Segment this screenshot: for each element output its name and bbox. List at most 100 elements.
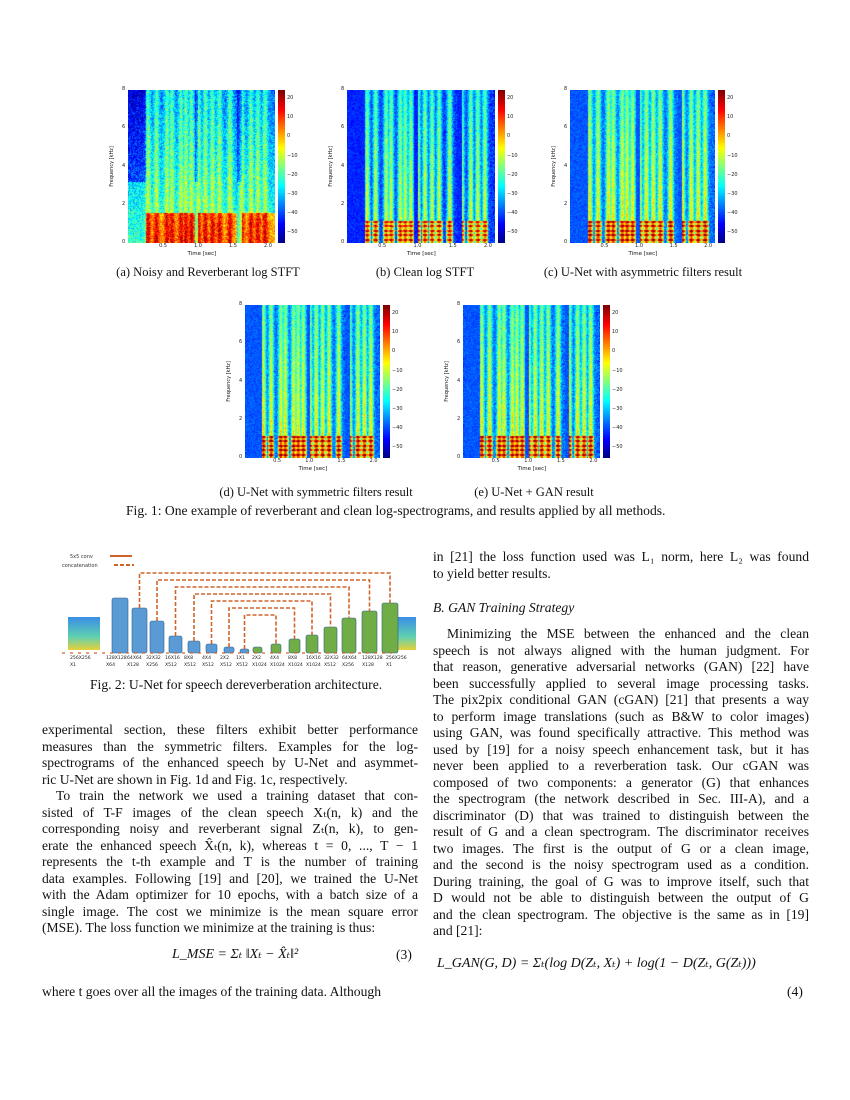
colorbar-tick: 0 bbox=[612, 348, 616, 355]
x-tick: 2.0 bbox=[264, 243, 272, 249]
right-column-text: Minimizing the MSE between the enhanced … bbox=[433, 626, 809, 940]
colorbar bbox=[603, 305, 610, 458]
colorbar-tick: −50 bbox=[392, 444, 403, 451]
x-tick: 1.0 bbox=[524, 458, 533, 464]
encoder-block bbox=[131, 607, 148, 654]
text-line: data examples. Following [19] and [20], … bbox=[42, 870, 418, 886]
layer-size-label: 1X1 bbox=[236, 655, 245, 661]
section-heading: B. GAN Training Strategy bbox=[433, 600, 575, 615]
text-line: discriminator (D) that was trained to di… bbox=[433, 807, 809, 823]
text-line: measures than the symmetric filters. Exa… bbox=[42, 738, 418, 754]
left-column-after: where t goes over all the images of the … bbox=[42, 984, 418, 1001]
subfigure-caption-e: (e) U-Net + GAN result bbox=[474, 485, 594, 499]
colorbar-tick: −40 bbox=[392, 424, 403, 431]
text-line: using GAN, was found specifically attrac… bbox=[433, 725, 809, 740]
layer-size-label: X1 bbox=[386, 662, 392, 668]
colorbar-tick: 0 bbox=[507, 133, 511, 140]
figure-2-caption: Fig. 2: U-Net for speech dereverberation… bbox=[90, 677, 383, 692]
y-tick: 2 bbox=[457, 415, 461, 422]
text-line: Minimizing the MSE between the enhanced … bbox=[447, 626, 809, 641]
layer-size-label: X512 bbox=[324, 662, 336, 668]
layer-size-label: 64X64 bbox=[342, 655, 357, 661]
encoder-block bbox=[168, 635, 183, 654]
layer-size-label: 128X128 bbox=[362, 655, 383, 661]
y-tick: 4 bbox=[341, 162, 345, 169]
y-tick: 6 bbox=[122, 124, 126, 131]
skip-connection-arrow bbox=[138, 572, 391, 608]
colorbar-tick: 0 bbox=[392, 348, 396, 355]
x-tick: 2.0 bbox=[589, 458, 598, 464]
colorbar-tick: −40 bbox=[507, 209, 518, 216]
layer-size-label: 8X8 bbox=[184, 655, 193, 661]
layer-size-label: 128X128 bbox=[106, 655, 127, 661]
skip-connection-arrow bbox=[228, 607, 296, 647]
encoder-block bbox=[111, 597, 129, 654]
layer-size-label: 16X16 bbox=[306, 655, 321, 661]
y-tick: 8 bbox=[457, 301, 461, 307]
colorbar-tick: −40 bbox=[612, 424, 623, 431]
colorbar-tick: 0 bbox=[287, 133, 291, 140]
subfigure-caption-d: (d) U-Net with symmetric filters result bbox=[219, 485, 413, 499]
colorbar-tick: −50 bbox=[727, 229, 738, 236]
colorbar-tick: −50 bbox=[287, 229, 298, 236]
text-line: speech is not always aligned with the hu… bbox=[433, 642, 809, 658]
colorbar-tick: −20 bbox=[727, 171, 738, 178]
layer-size-label: X1024 bbox=[288, 662, 303, 668]
text-line: single image. The cost we minimize is th… bbox=[42, 903, 418, 919]
decoder-block bbox=[305, 634, 319, 654]
layer-size-label: 4X4 bbox=[202, 655, 211, 661]
x-tick: 1.0 bbox=[194, 243, 202, 249]
decoder-block bbox=[252, 646, 263, 654]
subfigure-caption-a: (a) Noisy and Reverberant log STFT bbox=[116, 265, 300, 279]
colorbar-tick: −10 bbox=[507, 152, 518, 159]
y-tick: 0 bbox=[564, 239, 568, 245]
text-line: (MSE). The loss function we minimize at … bbox=[42, 920, 376, 935]
layer-size-label: X1 bbox=[70, 662, 76, 668]
colorbar-tick: −10 bbox=[612, 367, 623, 374]
text-line: sisted of T-F images of the clean speech… bbox=[42, 804, 418, 820]
subfigure-caption-c: (c) U-Net with asymmetric filters result bbox=[543, 265, 743, 279]
y-tick: 0 bbox=[457, 454, 461, 460]
legend-conv-label: 5x5 conv bbox=[70, 554, 93, 560]
x-tick: 1.5 bbox=[556, 458, 565, 464]
y-tick: 4 bbox=[564, 162, 568, 169]
colorbar-tick: −50 bbox=[507, 229, 518, 236]
layer-size-label: X256 bbox=[342, 662, 354, 668]
text-line: the spectrogram (the network described i… bbox=[433, 791, 809, 806]
x-tick: 0.5 bbox=[378, 243, 387, 249]
x-tick: 1.5 bbox=[448, 243, 457, 249]
y-tick: 6 bbox=[564, 124, 568, 131]
text-line: D would not be able to distinguish betwe… bbox=[433, 890, 809, 905]
x-axis-label: Time [sec] bbox=[628, 251, 658, 257]
y-tick: 2 bbox=[239, 415, 243, 422]
skip-connection-arrow bbox=[210, 600, 313, 644]
text-line: in [21] the loss function used was L₁ no… bbox=[433, 549, 809, 564]
colorbar-tick: 20 bbox=[392, 310, 399, 317]
layer-size-label: X512 bbox=[220, 662, 232, 668]
layer-size-label: 256X256 bbox=[386, 655, 407, 661]
y-tick: 0 bbox=[239, 454, 243, 460]
skip-connection-arrow bbox=[156, 579, 371, 621]
text-line: where t goes over all the images of the … bbox=[42, 984, 381, 999]
colorbar-tick: −30 bbox=[392, 405, 403, 412]
x-tick: 0.5 bbox=[600, 243, 609, 249]
colorbar-tick: −30 bbox=[612, 405, 623, 412]
y-axis-label: Frequency [kHz] bbox=[327, 145, 334, 187]
colorbar-tick: −20 bbox=[612, 386, 623, 393]
x-tick: 0.5 bbox=[159, 243, 167, 249]
decoder-block bbox=[361, 610, 378, 654]
layer-size-label: 256X256 bbox=[70, 655, 91, 661]
colorbar-tick: 10 bbox=[727, 114, 734, 121]
text-line: spectrograms of the enhanced speech by U… bbox=[42, 755, 418, 770]
layer-size-label: 4X4 bbox=[270, 655, 279, 661]
x-tick: 2.0 bbox=[369, 458, 378, 464]
colorbar-tick: −10 bbox=[287, 152, 298, 159]
colorbar-tick: 20 bbox=[727, 95, 734, 102]
equation-3: L_MSE = Σₜ ‖Xₜ − X̂ₜ‖² bbox=[172, 947, 299, 962]
text-line: been successfully applied to several ima… bbox=[433, 675, 809, 691]
layer-size-label: X256 bbox=[146, 662, 158, 668]
spectrogram-image bbox=[245, 305, 380, 458]
encoder-block bbox=[205, 643, 218, 654]
x-tick: 1.0 bbox=[305, 458, 314, 464]
colorbar-tick: 20 bbox=[612, 310, 619, 317]
